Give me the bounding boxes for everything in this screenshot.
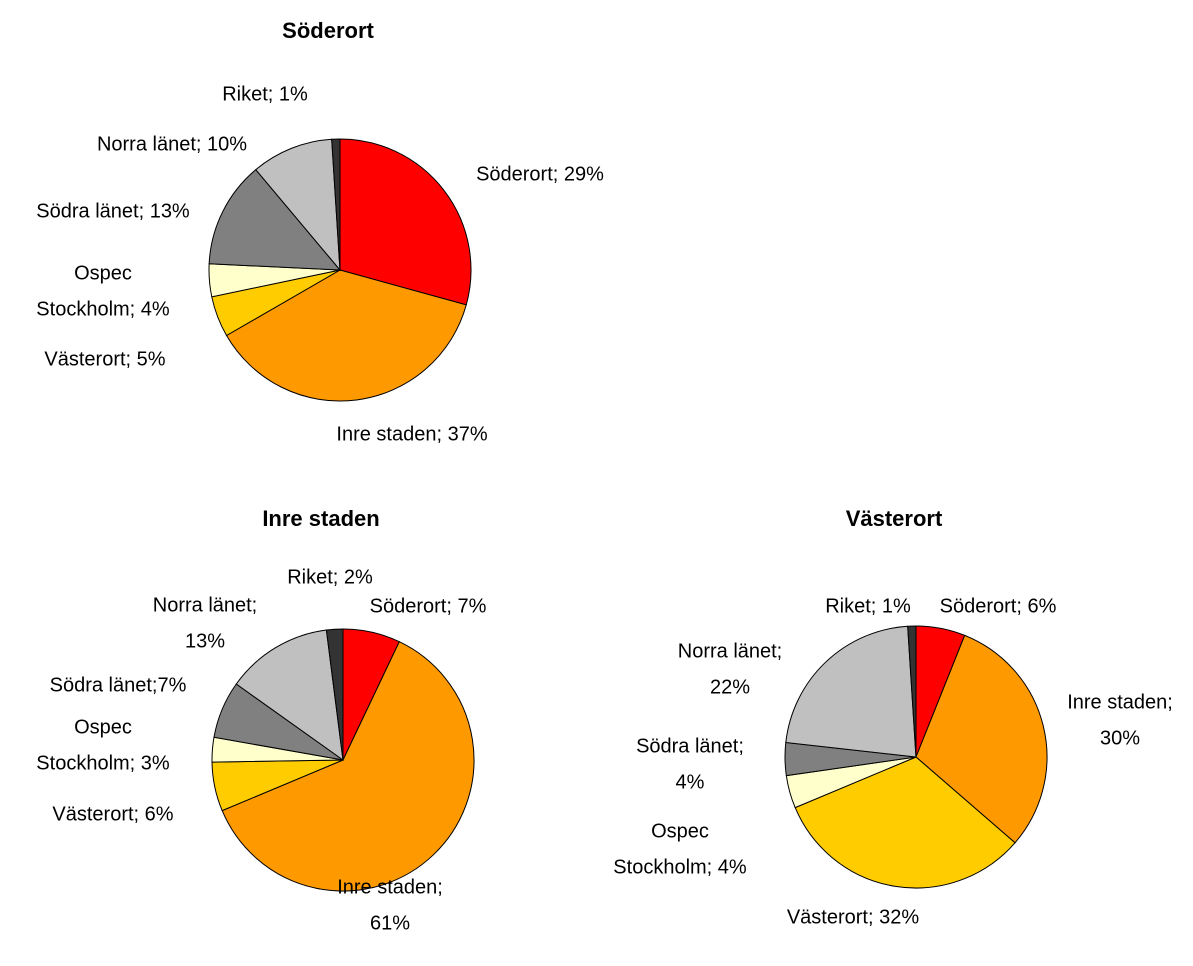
pie-slice [339,138,472,306]
pie-slice [235,629,344,762]
data-label: Söderort; 6% [940,595,1057,617]
data-label: Stockholm; 4% [36,298,170,320]
pie-slice [331,138,341,271]
data-label: Inre staden; [337,876,443,898]
data-label: Söderort; 29% [476,163,604,185]
data-label: 30% [1100,727,1140,749]
data-label: Stockholm; 3% [36,752,170,774]
data-label: 4% [676,771,705,793]
pie-slice [785,625,917,758]
data-label: Norra länet; [153,594,258,616]
data-label: Norra länet; 10% [97,133,247,155]
pie-slice [225,269,467,402]
chart-title: Inre staden [262,506,379,531]
data-label: Västerort; 5% [44,348,165,370]
data-label: Stockholm; 4% [613,856,747,878]
data-label: Riket; 1% [222,83,308,105]
chart-title: Söderort [282,18,374,43]
data-label: Inre staden; 37% [336,423,487,445]
pie-slice [325,628,344,761]
data-label: Västerort; 32% [787,906,920,928]
data-label: 13% [185,630,225,652]
data-label: Ospec [74,716,132,738]
pie-slice [907,625,917,758]
data-label: Riket; 2% [287,566,373,588]
data-label: Södra länet;7% [50,674,187,696]
data-label: Södra länet; [636,735,744,757]
data-label: Inre staden; [1067,691,1173,713]
data-label: Västerort; 6% [52,803,173,825]
data-label: Söderort; 7% [370,595,487,617]
pie-slice [221,641,475,892]
data-label: 61% [370,912,410,934]
pie-slice [915,634,1048,844]
data-label: Ospec [651,820,709,842]
pie-slice [794,756,1016,889]
pie-slice [208,168,342,271]
chart-title: Västerort [846,506,943,531]
pie-slice [255,138,341,272]
data-label: Södra länet; 13% [36,200,190,222]
data-label: Norra länet; [678,640,783,662]
data-label: Ospec [74,262,132,284]
data-label: Riket; 1% [825,595,911,617]
data-label: 22% [710,676,750,698]
